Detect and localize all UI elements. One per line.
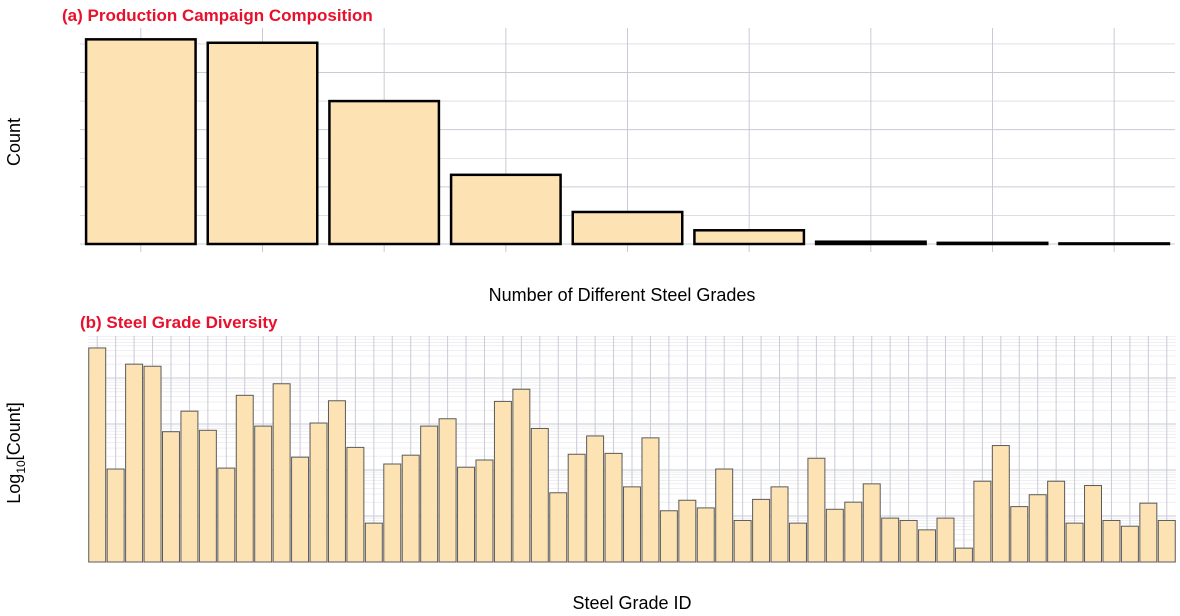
panel-b-y-axis-title: Log10[Count]: [4, 402, 28, 503]
panel-b-bar: [162, 431, 180, 563]
panel-b-bar: [457, 466, 476, 563]
panel-b-y-axis-title-tail: [Count]: [4, 402, 24, 460]
panel-b-bar: [1157, 519, 1176, 563]
panel-b-bar: [180, 410, 199, 563]
panel-b-bar: [106, 468, 125, 563]
panel-a-x-axis-title: Number of Different Steel Grades: [489, 285, 756, 305]
panel-b-bar: [272, 383, 291, 563]
panel-b-bar: [991, 445, 1010, 563]
panel-b-bar: [1010, 506, 1029, 563]
panel-b-bar: [604, 452, 623, 563]
panel-b-bar: [788, 522, 807, 563]
panel-a-bar: [936, 241, 1049, 246]
panel-b-bar: [567, 453, 586, 563]
panel-a-bar: [206, 41, 319, 246]
panel-b-bar: [88, 347, 107, 563]
panel-b-y-axis-title-main: Log: [4, 474, 24, 504]
panel-b-bar: [383, 463, 402, 563]
panel-a-bar: [814, 240, 927, 246]
panel-b-bar: [899, 519, 918, 563]
panel-b-bar: [493, 400, 512, 563]
panel-b-bar: [807, 457, 826, 563]
panel-b-bar: [512, 388, 531, 563]
panel-b-bar: [420, 425, 439, 563]
panel-b-bar: [641, 437, 660, 563]
panel-a-y-axis-title: Count: [4, 118, 24, 166]
panel-b-bar: [291, 456, 310, 563]
panel-a-bars: [84, 38, 1171, 246]
panel-b-bar: [143, 365, 162, 563]
panel-b-chart: (b) Steel Grade Diversity Steel Grade ID…: [4, 313, 1176, 613]
panel-b-bar: [346, 446, 365, 563]
panel-b-bar: [254, 425, 273, 563]
panel-b-bar: [678, 499, 697, 563]
panel-b-bar: [881, 517, 900, 563]
panel-b-bar: [1047, 480, 1066, 563]
panel-b-bar: [549, 492, 568, 563]
panel-a-bar: [84, 38, 197, 246]
panel-a-chart: (a) Production Campaign Composition Numb…: [4, 6, 1175, 305]
panel-b-x-axis-title: Steel Grade ID: [572, 593, 691, 613]
panel-b-bar: [973, 480, 992, 563]
panel-b-bar: [752, 498, 771, 563]
panel-b-bar: [659, 510, 678, 563]
panel-b-bar: [1120, 525, 1139, 563]
panel-b-bar: [623, 486, 641, 563]
panel-b-bar: [733, 519, 752, 563]
panel-b-bar: [475, 459, 494, 563]
panel-b-bar: [1028, 494, 1047, 563]
panel-b-bar: [936, 517, 955, 563]
panel-b-y-axis-title-sub: 10: [14, 460, 28, 474]
panel-b-bar: [1065, 522, 1084, 563]
panel-b-bar: [844, 501, 863, 563]
panel-b-bar: [327, 400, 346, 563]
panel-a-bar: [693, 229, 806, 246]
panel-b-bar: [309, 422, 328, 563]
panel-b-bar: [364, 522, 383, 563]
panel-b-bar: [1102, 519, 1121, 563]
panel-a-bar: [328, 99, 441, 246]
panel-a-title: (a) Production Campaign Composition: [62, 6, 373, 25]
panel-b-bar: [586, 435, 605, 563]
panel-b-bar: [862, 483, 881, 563]
panel-b-bar: [1084, 485, 1102, 563]
panel-b-bar: [125, 363, 144, 563]
panel-b-bar: [401, 454, 420, 563]
panel-b-bar: [438, 418, 457, 563]
panel-b-bar: [696, 507, 715, 563]
panel-b-bar: [1139, 502, 1158, 563]
panel-a-bar: [1058, 242, 1171, 246]
panel-b-bar: [825, 508, 844, 563]
panel-a-bar: [449, 173, 562, 246]
panel-b-bar: [217, 467, 236, 563]
panel-b-bar: [198, 429, 217, 563]
panel-b-title: (b) Steel Grade Diversity: [80, 313, 278, 332]
panel-b-bar: [715, 468, 734, 563]
panel-a-bar: [571, 210, 684, 246]
panel-b-bars: [88, 347, 1176, 563]
panel-b-bar: [530, 427, 549, 563]
panel-b-bar: [770, 486, 789, 563]
panel-b-bar: [918, 529, 937, 563]
panel-b-bar: [235, 394, 254, 563]
panel-b-bar: [954, 547, 973, 563]
